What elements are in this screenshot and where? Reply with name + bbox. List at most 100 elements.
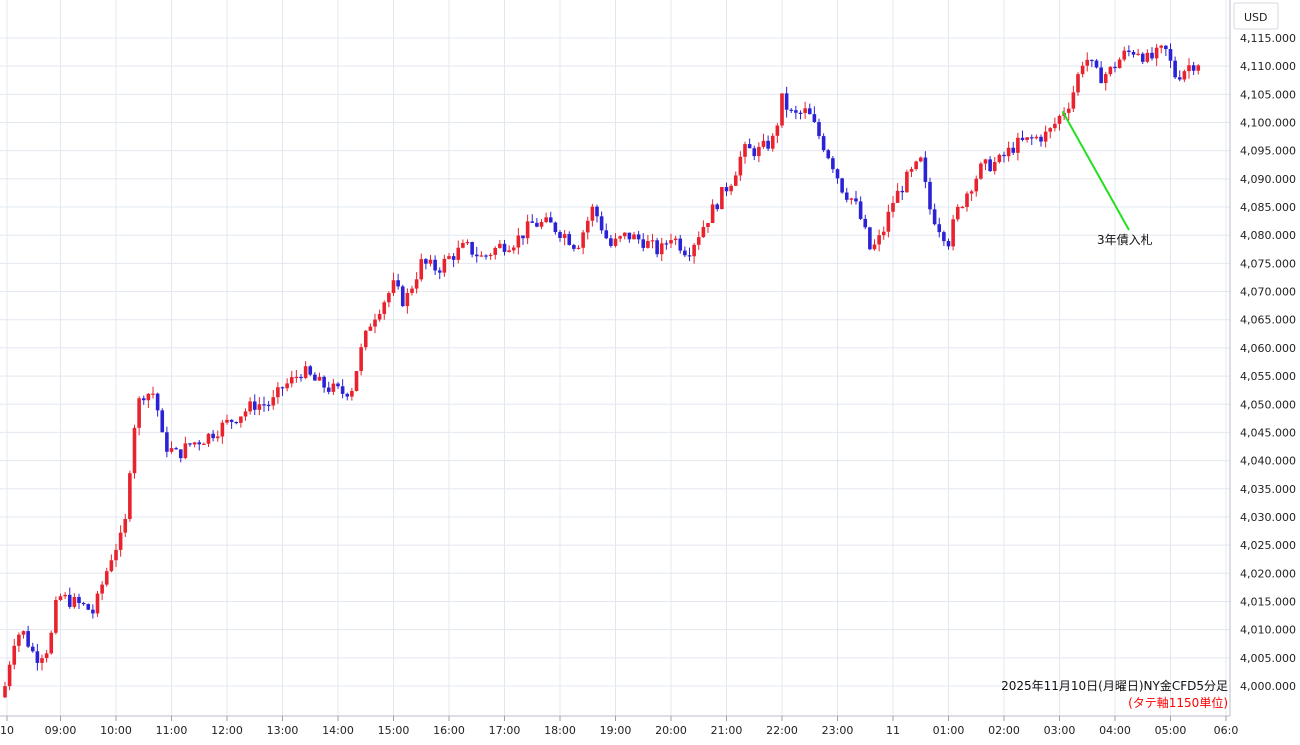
- candle: [63, 592, 67, 600]
- candle-body: [197, 442, 202, 445]
- candle: [831, 156, 835, 174]
- candle-body: [521, 235, 525, 239]
- candle-body: [831, 158, 835, 170]
- candle-body: [104, 571, 109, 585]
- candle: [757, 142, 761, 163]
- candle-body: [821, 136, 826, 151]
- candle: [451, 253, 456, 268]
- candle: [197, 440, 202, 451]
- candle: [202, 442, 206, 445]
- candle-body: [3, 686, 7, 698]
- candle-body: [229, 419, 234, 422]
- candle: [863, 214, 868, 230]
- candle-body: [581, 232, 585, 248]
- candle-body: [784, 93, 789, 110]
- candle-body: [868, 227, 872, 250]
- candle: [706, 222, 710, 233]
- candle: [262, 396, 266, 412]
- candle-body: [405, 292, 410, 307]
- candle-body: [1034, 136, 1039, 139]
- candle: [932, 203, 937, 226]
- candle-body: [1154, 47, 1159, 59]
- candle-body: [844, 192, 849, 200]
- currency-box[interactable]: [1233, 2, 1279, 30]
- candle: [128, 470, 132, 522]
- time-axis[interactable]: 10 09:00 10:00 11:00 12:00 13:00 14:00 15:00 16:…: [0, 716, 1238, 737]
- candle: [553, 221, 558, 235]
- candle-body: [151, 393, 155, 395]
- price-axis[interactable]: 4,115.000 4,110.000 4,105.000 4,100.000 4,09…: [1240, 32, 1296, 693]
- candle: [701, 220, 706, 238]
- candle: [1103, 71, 1108, 91]
- candle-body: [618, 236, 622, 239]
- candle: [770, 133, 775, 152]
- candle: [220, 419, 225, 444]
- candle: [81, 601, 86, 606]
- candle-body: [914, 161, 918, 170]
- candle: [188, 442, 192, 447]
- candle-body: [1006, 147, 1011, 157]
- candle-body: [86, 604, 91, 610]
- candle: [511, 245, 516, 254]
- candle-body: [419, 259, 424, 280]
- candle: [285, 378, 289, 392]
- candle: [891, 196, 895, 218]
- candle: [1076, 72, 1080, 96]
- candle-body: [322, 376, 326, 388]
- candle-body: [363, 330, 368, 348]
- candle: [192, 441, 197, 448]
- candle-body: [622, 232, 627, 237]
- candle: [1090, 59, 1094, 68]
- candle-body: [599, 216, 604, 231]
- candle: [595, 204, 599, 223]
- candle-body: [590, 206, 595, 221]
- candle: [914, 160, 918, 171]
- candle: [1094, 59, 1099, 69]
- candle: [1191, 61, 1196, 76]
- candle-body: [382, 302, 387, 314]
- candle: [1043, 125, 1048, 148]
- price-tick-label: 4,095.000: [1240, 145, 1296, 158]
- candle: [44, 650, 49, 663]
- time-tick-label: 20:00: [655, 724, 687, 737]
- candle-body: [1122, 50, 1127, 60]
- candle-body: [1053, 123, 1057, 129]
- candle: [400, 284, 405, 308]
- price-tick-label: 4,025.000: [1240, 539, 1296, 552]
- candle: [326, 381, 331, 395]
- candle-body: [627, 232, 632, 240]
- candle-body: [354, 371, 359, 391]
- candle: [498, 239, 502, 249]
- candle: [572, 243, 576, 252]
- candle-body: [1159, 45, 1164, 48]
- candle-body: [391, 280, 396, 294]
- candle-body: [359, 347, 363, 372]
- candle-body: [572, 244, 576, 249]
- candle: [1113, 62, 1117, 73]
- candle: [687, 247, 692, 262]
- candle: [484, 254, 488, 260]
- candle-body: [410, 288, 414, 293]
- price-tick-label: 4,000.000: [1240, 680, 1296, 693]
- candle-body: [174, 448, 178, 450]
- candle: [918, 156, 923, 163]
- candle: [1177, 70, 1182, 82]
- candle: [747, 138, 752, 149]
- candle-body: [701, 227, 706, 238]
- candle-body: [1016, 137, 1020, 153]
- candle: [678, 235, 683, 254]
- candle-body: [743, 144, 747, 157]
- candle: [456, 240, 461, 264]
- candle-body: [30, 646, 35, 652]
- candle: [488, 252, 493, 260]
- time-tick-label: 06:0: [1214, 724, 1239, 737]
- candle-body: [109, 560, 114, 572]
- candle: [604, 223, 609, 240]
- candle: [979, 161, 983, 180]
- candle: [858, 196, 863, 221]
- candle-body: [974, 178, 979, 192]
- candle-body: [1043, 131, 1048, 142]
- candle-body: [1029, 137, 1034, 139]
- candle-body: [641, 239, 646, 248]
